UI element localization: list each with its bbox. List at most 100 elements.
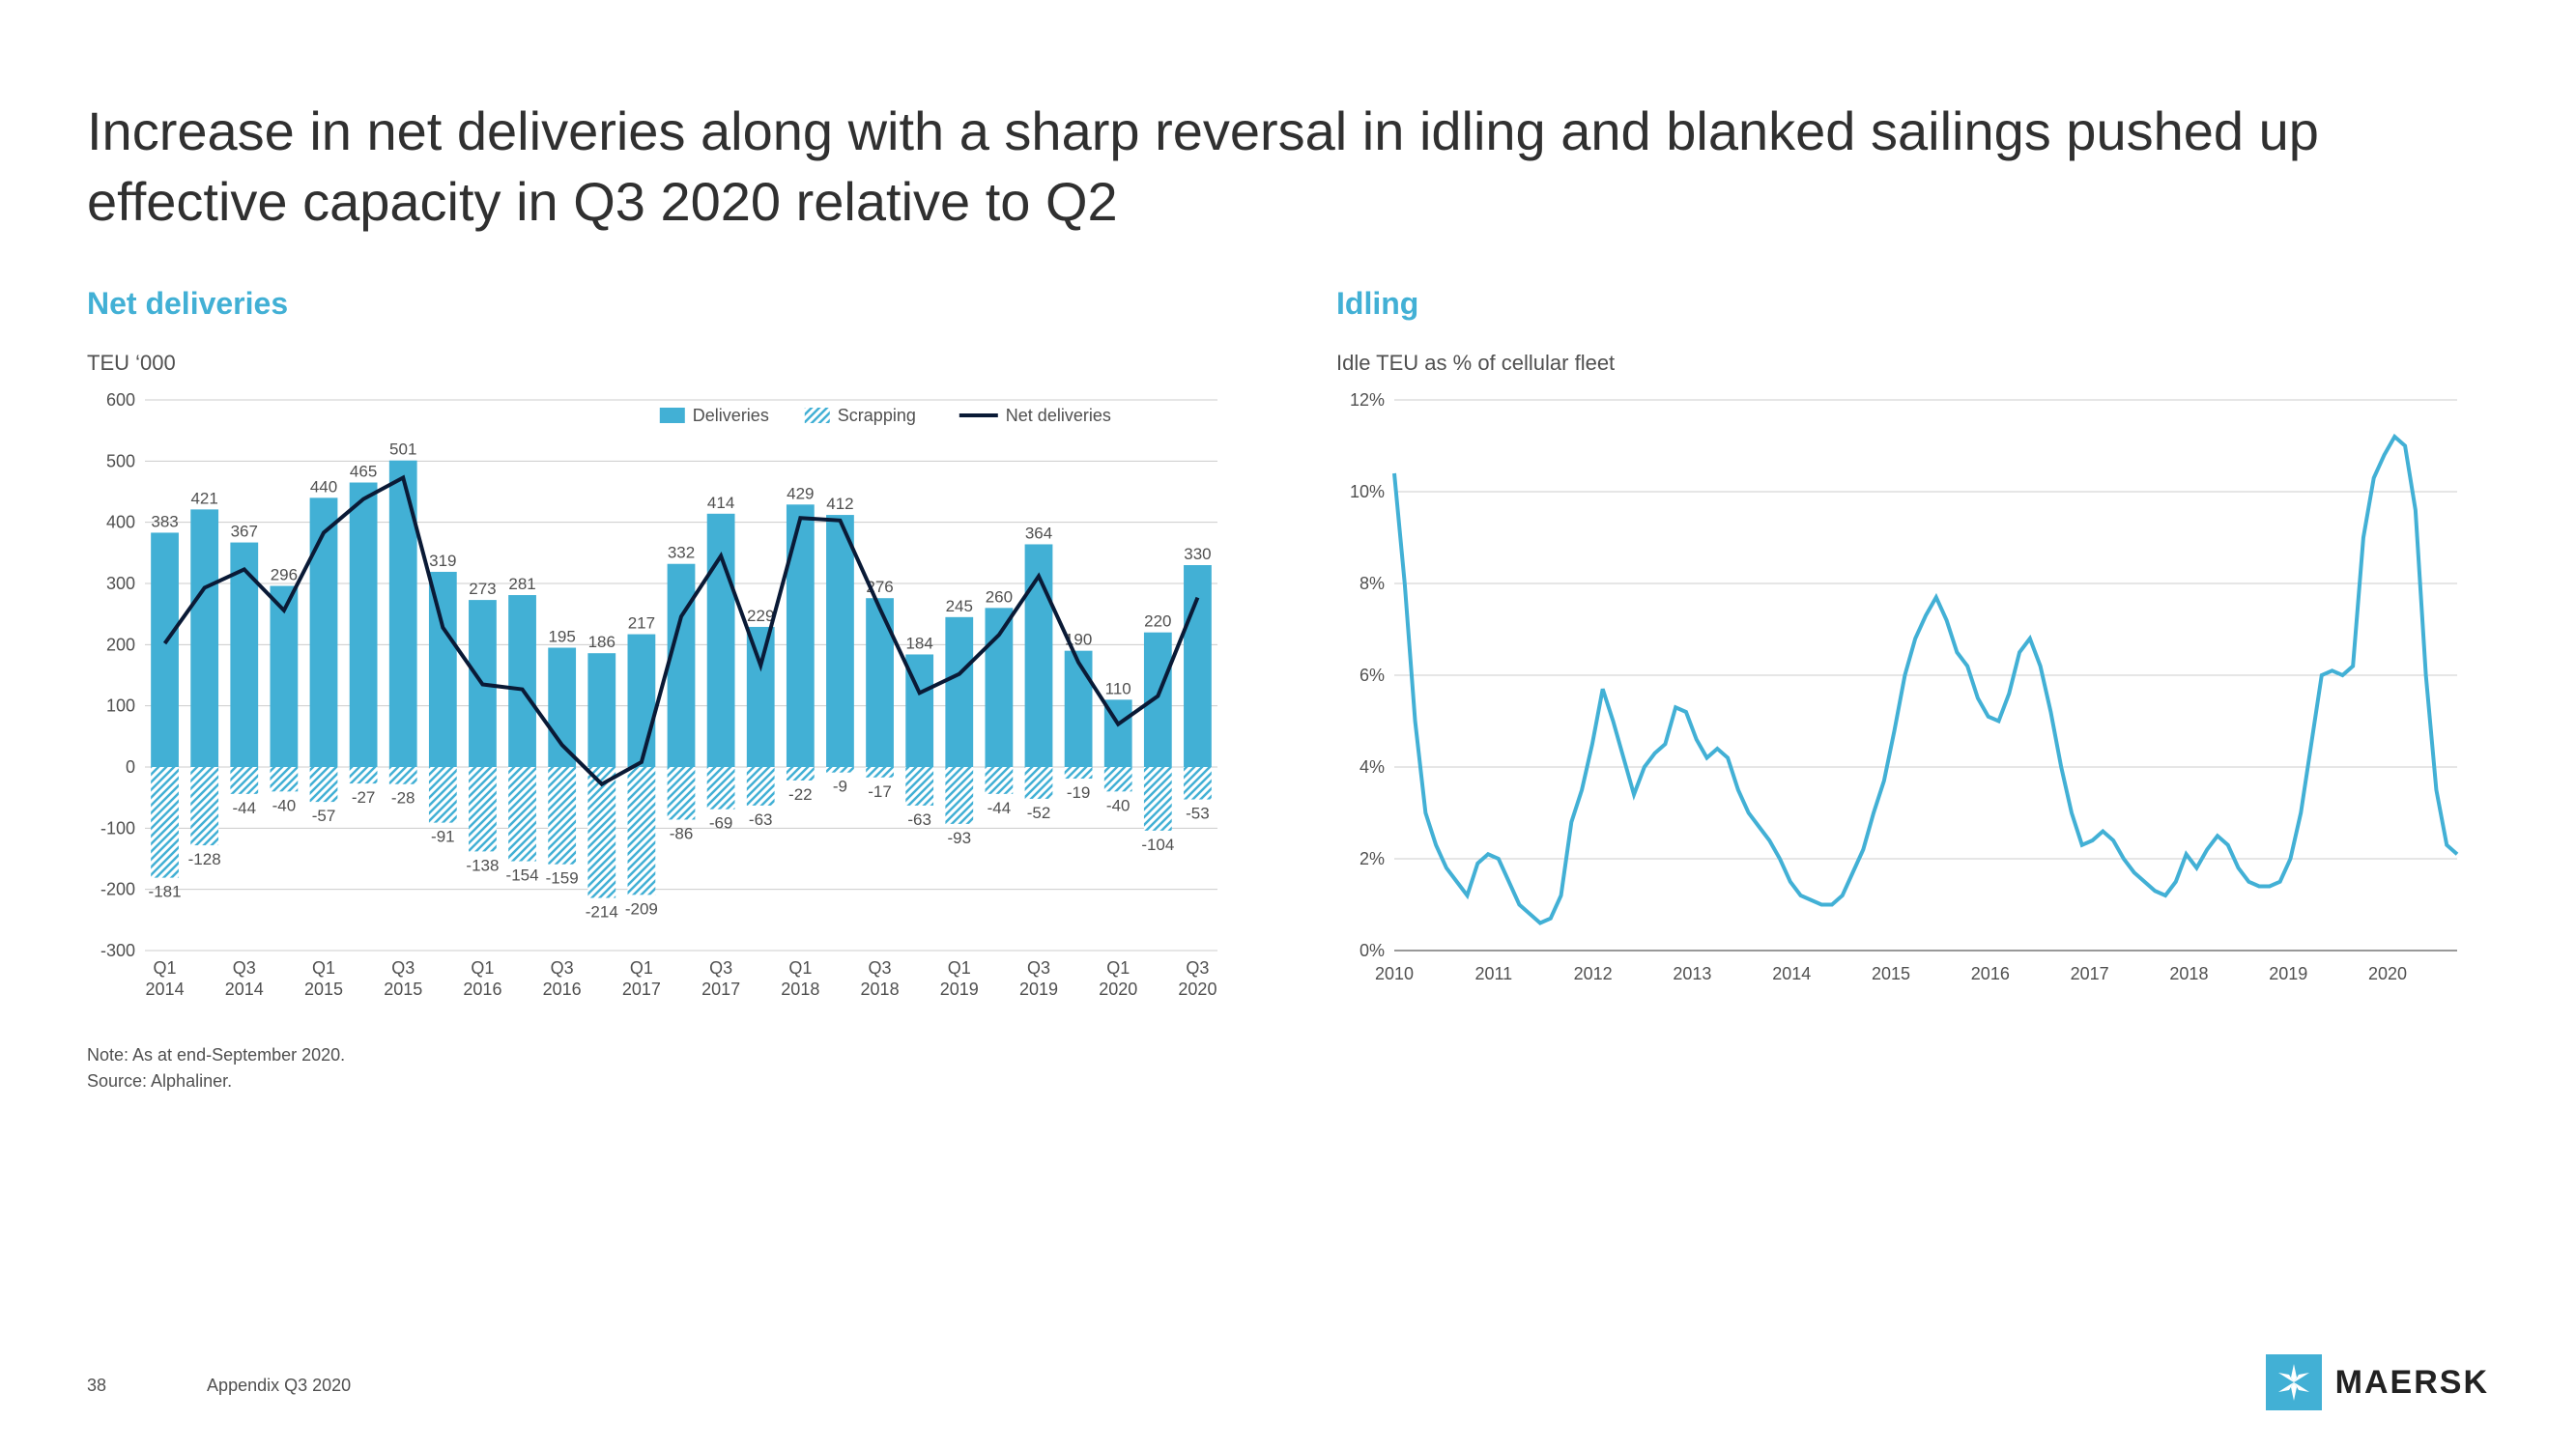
svg-text:-91: -91 [431,827,455,845]
svg-text:2018: 2018 [781,980,819,999]
chart-note: Note: As at end-September 2020. Source: … [87,1042,1240,1094]
svg-text:-128: -128 [188,850,221,868]
svg-text:-104: -104 [1141,835,1174,853]
svg-text:-214: -214 [586,902,618,921]
svg-text:2019: 2019 [940,980,979,999]
svg-text:-138: -138 [466,856,499,874]
svg-text:332: 332 [668,543,695,561]
svg-text:2015: 2015 [1872,964,1910,983]
svg-text:Q1: Q1 [948,958,971,978]
idling-ylabel: Idle TEU as % of cellular fleet [1336,351,2489,376]
svg-text:0: 0 [126,757,135,777]
svg-text:400: 400 [106,512,135,531]
svg-text:273: 273 [469,580,496,598]
svg-text:440: 440 [310,477,337,496]
svg-text:2%: 2% [1360,849,1385,868]
svg-text:260: 260 [986,587,1013,606]
svg-text:Q3: Q3 [869,958,892,978]
svg-text:2019: 2019 [1019,980,1058,999]
svg-text:10%: 10% [1350,482,1385,501]
svg-text:8%: 8% [1360,574,1385,593]
svg-text:Q1: Q1 [1106,958,1130,978]
svg-text:Q3: Q3 [709,958,732,978]
svg-text:-181: -181 [149,882,182,900]
svg-text:195: 195 [548,627,575,645]
svg-text:300: 300 [106,574,135,593]
svg-text:2020: 2020 [1178,980,1216,999]
svg-text:465: 465 [350,462,377,480]
svg-text:-17: -17 [868,781,892,800]
svg-text:2011: 2011 [1474,964,1512,983]
svg-text:-9: -9 [833,777,847,795]
svg-text:245: 245 [946,596,973,614]
net-deliveries-chart: -300-200-1000100200300400500600383421367… [87,390,1227,1018]
svg-text:Scrapping: Scrapping [838,406,916,425]
svg-text:100: 100 [106,696,135,715]
svg-text:2014: 2014 [146,980,185,999]
svg-text:-44: -44 [987,798,1012,816]
svg-text:429: 429 [787,484,814,502]
svg-text:2016: 2016 [463,980,501,999]
svg-text:2015: 2015 [304,980,343,999]
svg-text:500: 500 [106,451,135,470]
svg-text:Q1: Q1 [630,958,653,978]
svg-text:Net deliveries: Net deliveries [1006,406,1111,425]
svg-text:-53: -53 [1186,804,1210,822]
svg-text:4%: 4% [1360,757,1385,777]
svg-text:-69: -69 [709,813,733,832]
page-footer: 38 Appendix Q3 2020 [87,1376,351,1396]
svg-text:2016: 2016 [543,980,582,999]
svg-text:229: 229 [747,607,774,625]
svg-text:Q3: Q3 [551,958,574,978]
svg-text:6%: 6% [1360,666,1385,685]
svg-text:0%: 0% [1360,941,1385,960]
svg-text:-209: -209 [625,899,658,918]
brand-name: MAERSK [2335,1364,2489,1402]
svg-text:2013: 2013 [1673,964,1711,983]
net-deliveries-ylabel: TEU ‘000 [87,351,1240,376]
svg-text:Q3: Q3 [1027,958,1050,978]
page-number: 38 [87,1376,106,1395]
svg-text:2018: 2018 [2169,964,2208,983]
svg-text:-22: -22 [788,785,813,804]
svg-text:184: 184 [905,634,932,652]
svg-text:110: 110 [1105,679,1131,697]
svg-text:2020: 2020 [1099,980,1137,999]
svg-text:-52: -52 [1027,804,1051,822]
svg-text:-100: -100 [100,818,135,838]
svg-text:2014: 2014 [1772,964,1811,983]
svg-text:Q1: Q1 [154,958,177,978]
svg-text:2014: 2014 [225,980,264,999]
svg-text:281: 281 [508,575,535,593]
svg-text:2017: 2017 [622,980,661,999]
svg-text:2018: 2018 [861,980,900,999]
svg-text:2012: 2012 [1574,964,1613,983]
svg-text:-200: -200 [100,879,135,898]
svg-text:-63: -63 [907,810,931,828]
svg-text:600: 600 [106,390,135,410]
svg-text:2010: 2010 [1375,964,1414,983]
svg-text:-28: -28 [391,788,415,807]
svg-text:-40: -40 [1106,796,1131,814]
brand-logo: MAERSK [2266,1354,2489,1410]
svg-text:Q3: Q3 [391,958,415,978]
idling-subtitle: Idling [1336,286,2489,322]
svg-text:-154: -154 [506,866,539,884]
svg-text:-159: -159 [546,868,579,887]
svg-text:186: 186 [588,633,615,651]
page-title: Increase in net deliveries along with a … [87,97,2489,238]
svg-text:2020: 2020 [2368,964,2407,983]
svg-text:2015: 2015 [384,980,422,999]
svg-text:296: 296 [271,565,298,583]
svg-text:501: 501 [389,440,416,458]
svg-text:-300: -300 [100,941,135,960]
net-deliveries-panel: Net deliveries TEU ‘000 -300 -200 -100 0 100… [87,286,1240,1094]
svg-text:217: 217 [628,613,655,632]
svg-text:Q3: Q3 [233,958,256,978]
svg-text:200: 200 [106,635,135,654]
svg-text:330: 330 [1184,545,1211,563]
svg-text:383: 383 [151,512,178,530]
svg-text:-44: -44 [232,798,256,816]
svg-text:-27: -27 [352,788,376,807]
logo-star-icon [2266,1354,2322,1410]
